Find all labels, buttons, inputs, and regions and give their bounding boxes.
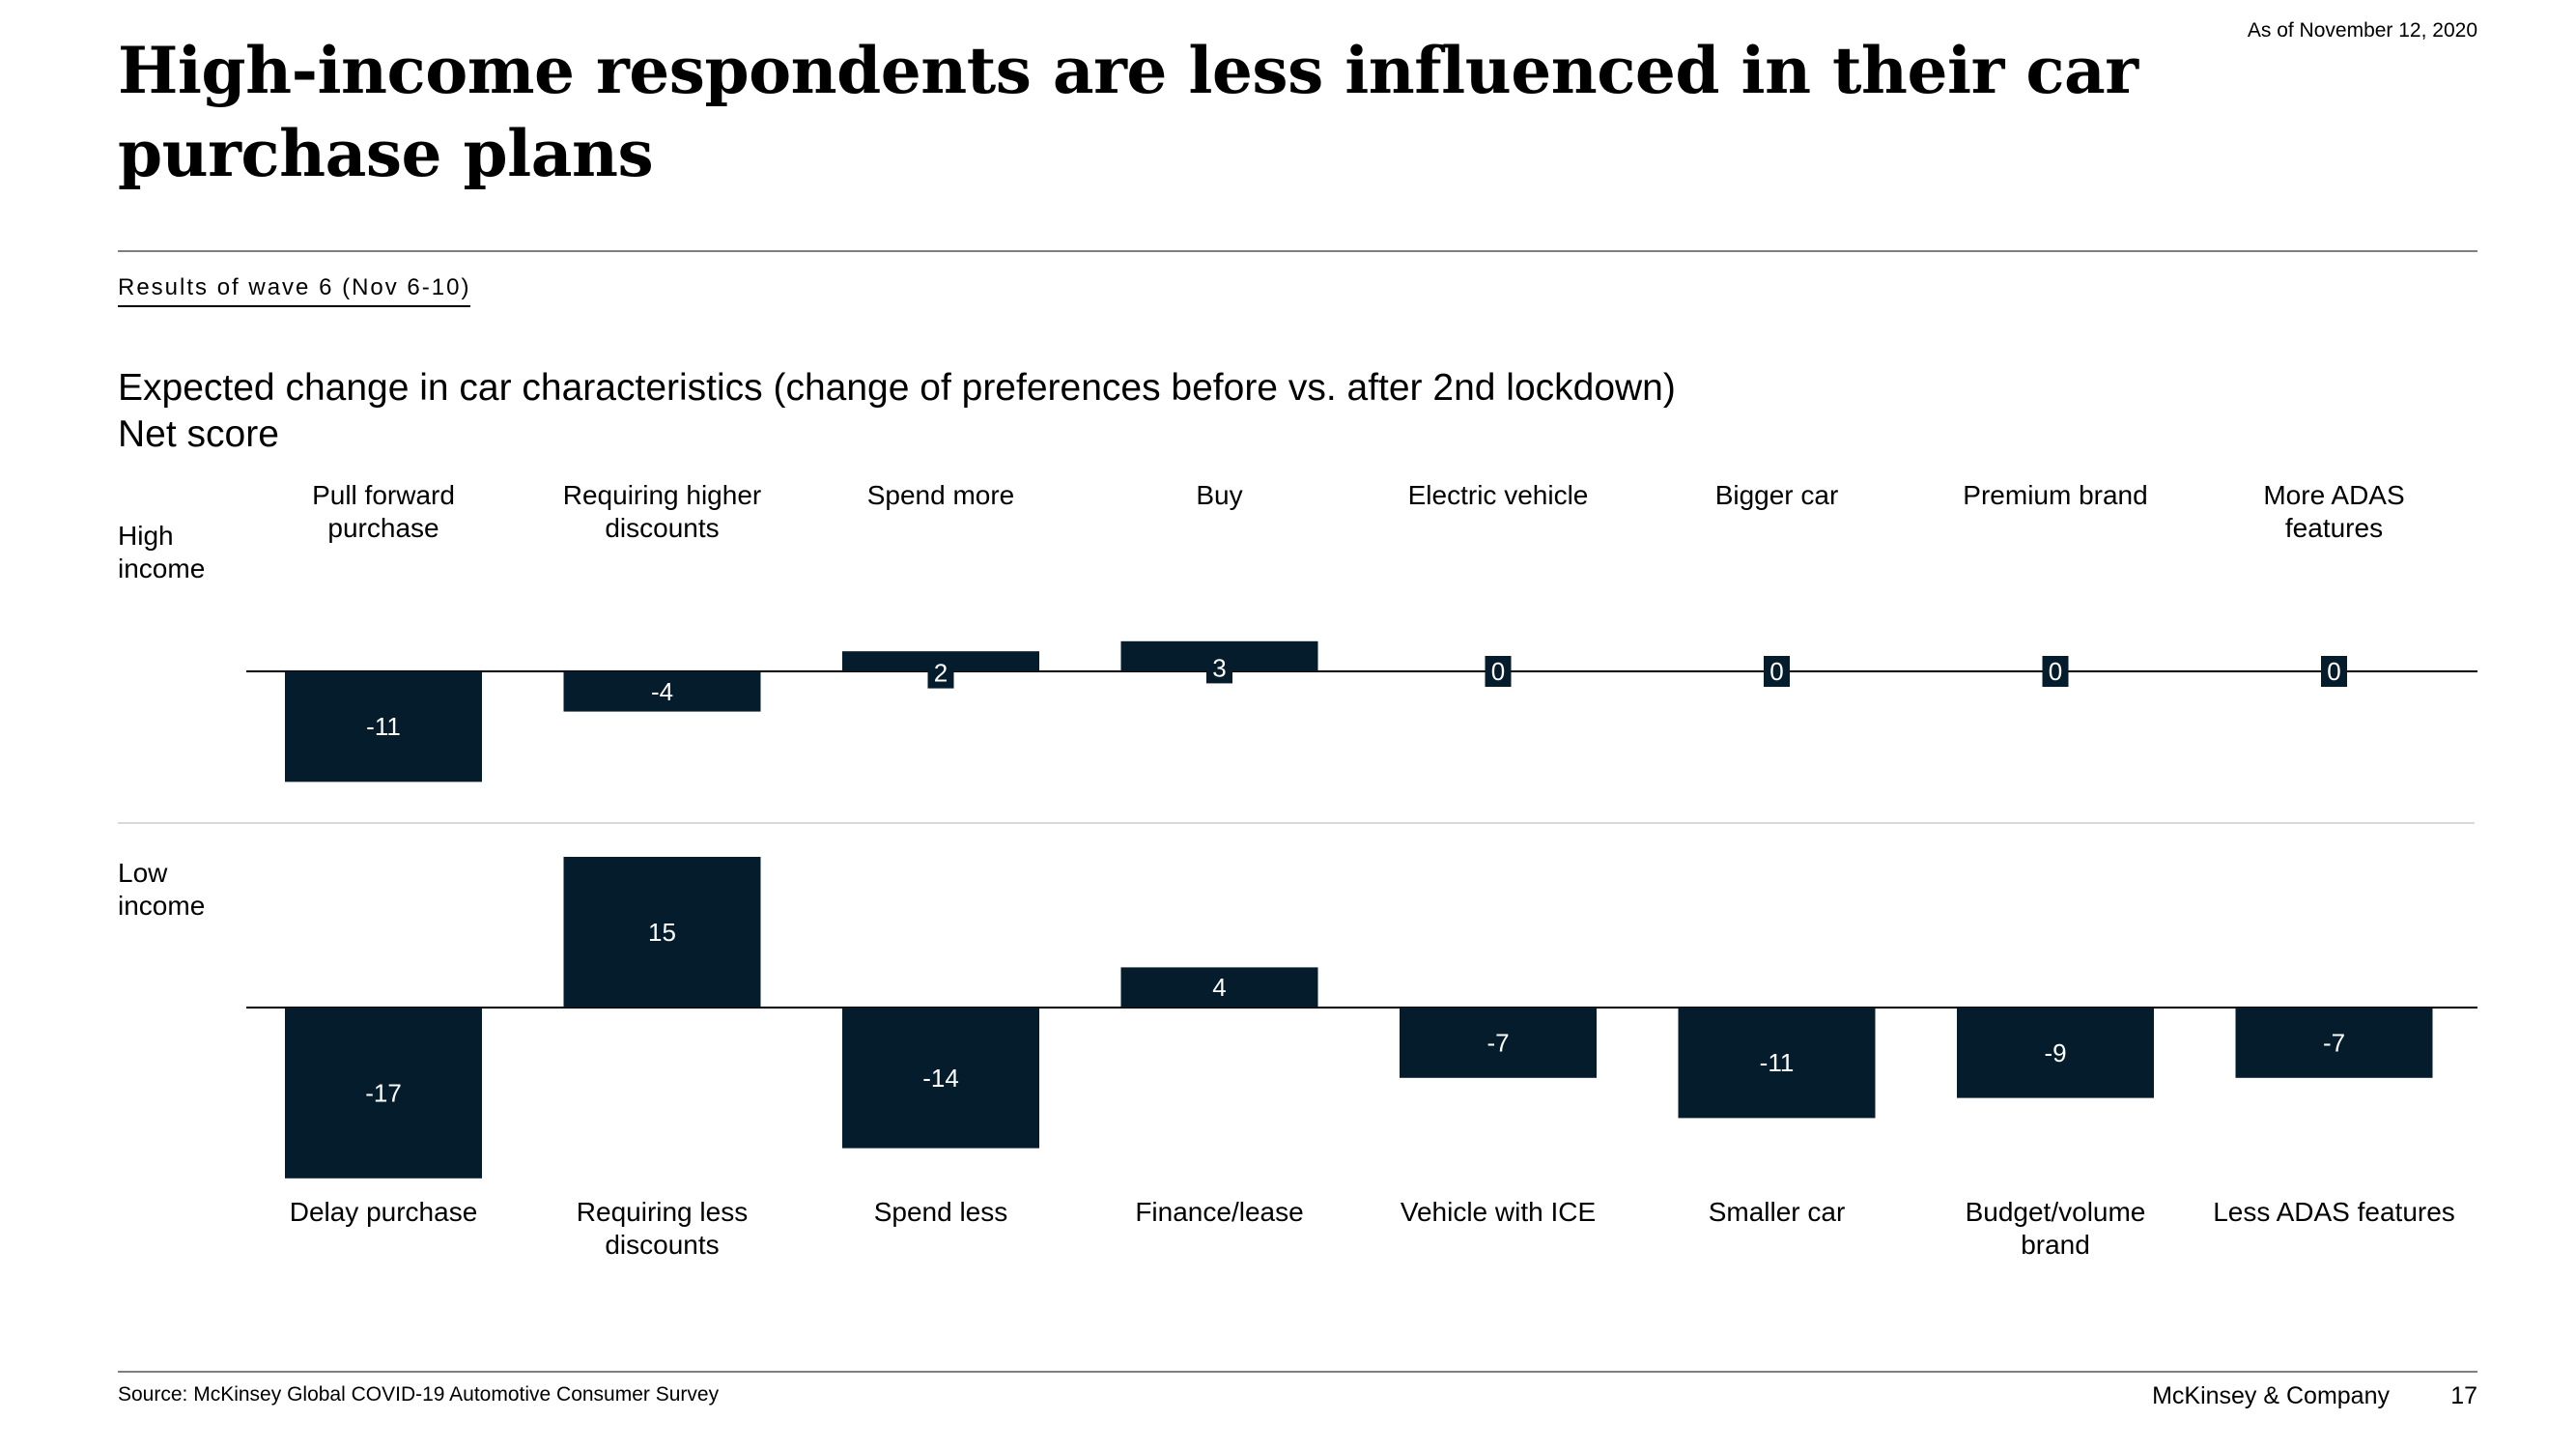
category-bottom-line: Vehicle with ICE (1401, 1197, 1596, 1227)
row-label-low-income: Low income (118, 857, 272, 923)
value-label-high-4: 0 (1491, 657, 1505, 686)
bar-high-1 (563, 671, 761, 712)
row-label-high-line1: High (118, 521, 174, 551)
value-label-low-7: -7 (2323, 1028, 2345, 1057)
row-label-high-line2: income (118, 554, 206, 583)
category-top-line: Requiring higher (563, 480, 761, 510)
category-bottom-line: brand (2021, 1230, 2090, 1260)
category-top-line: Pull forward (312, 480, 455, 510)
category-top-6: Premium brand (1963, 480, 2147, 510)
chart-subtitle-line2: Net score (118, 413, 279, 455)
category-top-line: Bigger car (1715, 480, 1839, 510)
category-bottom-line: discounts (605, 1230, 719, 1260)
category-bottom-3: Finance/lease (1135, 1197, 1303, 1227)
value-label-high-3: 3 (1212, 653, 1226, 682)
category-top-3: Buy (1196, 480, 1242, 510)
header-divider (118, 250, 2477, 252)
bar-low-6 (1957, 1008, 2154, 1098)
value-label-bg (2321, 656, 2347, 687)
value-label-low-4: -7 (1486, 1028, 1509, 1057)
category-top-line: Premium brand (1963, 480, 2147, 510)
bar-high-0 (285, 671, 482, 782)
value-label-low-0: -17 (365, 1078, 402, 1107)
category-top-7: More ADAS features (2263, 480, 2404, 543)
row-label-low-line2: income (118, 891, 206, 921)
category-bottom-0: Delay purchase (290, 1197, 478, 1227)
value-label-high-0: -11 (366, 712, 401, 741)
category-top-line: Buy (1196, 480, 1242, 510)
row-label-high-income: High income (118, 520, 272, 585)
value-label-bg (1764, 656, 1790, 687)
category-bottom-line: Requiring less (577, 1197, 748, 1227)
category-top-2: Spend more (867, 480, 1015, 510)
category-top-5: Bigger car (1715, 480, 1839, 510)
row-label-low-line1: Low (118, 858, 168, 888)
brand-name: McKinsey & Company (2152, 1382, 2390, 1409)
value-label-bg (2042, 656, 2069, 687)
value-label-bg (1206, 652, 1232, 684)
value-label-high-2: 2 (934, 659, 948, 688)
value-label-low-5: -11 (1760, 1048, 1795, 1077)
category-top-line: Spend more (867, 480, 1015, 510)
value-label-high-5: 0 (1769, 657, 1783, 686)
category-bottom-line: Finance/lease (1135, 1197, 1303, 1227)
category-top-line: discounts (605, 513, 719, 543)
bar-low-3 (1120, 967, 1318, 1008)
category-top-0: Pull forward purchase (312, 480, 455, 543)
value-label-low-2: -14 (922, 1064, 959, 1093)
value-label-low-1: 15 (648, 918, 676, 947)
bar-low-4 (1400, 1008, 1597, 1078)
bar-low-1 (563, 857, 761, 1008)
value-label-low-3: 4 (1212, 973, 1226, 1002)
bar-low-5 (1678, 1008, 1876, 1119)
category-bottom-line: Budget/volume (1966, 1197, 2146, 1227)
category-top-line: purchase (327, 513, 439, 543)
bar-low-2 (842, 1008, 1039, 1149)
page-number: 17 (2450, 1382, 2477, 1409)
category-bottom-2: Spend less (874, 1197, 1008, 1227)
category-bottom-line: Less ADAS features (2213, 1197, 2455, 1227)
value-label-bg (927, 657, 954, 689)
category-top-line: More ADAS (2263, 480, 2404, 510)
category-bottom-7: Less ADAS features (2213, 1197, 2455, 1227)
value-label-bg (1485, 656, 1512, 687)
category-bottom-4: Vehicle with ICE (1401, 1197, 1596, 1227)
category-top-4: Electric vehicle (1408, 480, 1589, 510)
source-note: Source: McKinsey Global COVID-19 Automot… (118, 1383, 720, 1406)
wave-label: Results of wave 6 (Nov 6-10) (118, 274, 471, 307)
category-bottom-line: Spend less (874, 1197, 1008, 1227)
category-top-1: Requiring higher discounts (563, 480, 761, 543)
category-bottom-5: Smaller car (1709, 1197, 1846, 1227)
value-label-high-6: 0 (2049, 657, 2062, 686)
value-label-low-6: -9 (2044, 1038, 2066, 1067)
bar-low-0 (285, 1008, 482, 1179)
category-bottom-1: Requiring less discounts (577, 1197, 748, 1260)
chart-subtitle: Expected change in car characteristics (… (118, 365, 1676, 458)
category-bottom-6: Budget/volume brand (1966, 1197, 2146, 1260)
slide-title: High-income respondents are less influen… (118, 33, 2138, 191)
category-bottom-line: Smaller car (1709, 1197, 1846, 1227)
category-top-line: Electric vehicle (1408, 480, 1589, 510)
value-label-high-1: -4 (651, 677, 673, 706)
category-top-line: features (2285, 513, 2383, 543)
chart-subtitle-line1: Expected change in car characteristics (… (118, 367, 1676, 409)
value-label-high-7: 0 (2327, 657, 2340, 686)
footer-divider (118, 1371, 2477, 1373)
date-stamp: As of November 12, 2020 (2247, 19, 2477, 42)
category-bottom-line: Delay purchase (290, 1197, 478, 1227)
bar-low-7 (2235, 1008, 2433, 1078)
